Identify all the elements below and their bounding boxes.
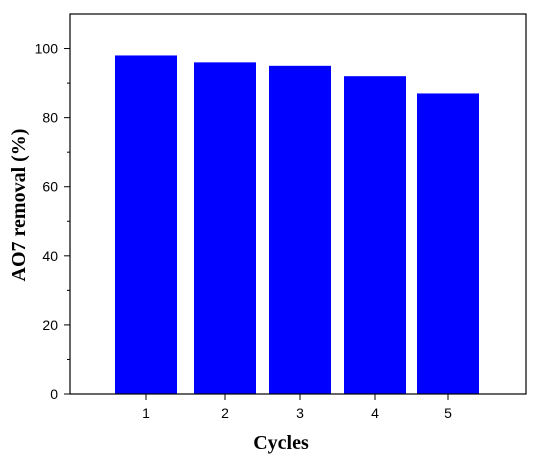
x-axis-ticks: 1 2 3 4 5 bbox=[142, 394, 452, 421]
x-tick-label: 1 bbox=[142, 405, 150, 421]
bars-group bbox=[115, 55, 479, 395]
bar-cycle-5 bbox=[417, 93, 479, 395]
y-axis-title: AO7 removal (%) bbox=[8, 129, 30, 282]
x-tick-label: 5 bbox=[444, 405, 452, 421]
x-tick-label: 4 bbox=[371, 405, 379, 421]
bar-cycle-1 bbox=[115, 55, 177, 395]
y-tick-label: 60 bbox=[42, 179, 58, 195]
y-tick-label: 0 bbox=[50, 386, 58, 402]
bar-cycle-3 bbox=[269, 65, 331, 395]
bar-cycle-4 bbox=[344, 76, 406, 394]
bar-cycle-2 bbox=[194, 62, 256, 394]
y-tick-label: 100 bbox=[35, 41, 59, 57]
y-tick-label: 20 bbox=[42, 317, 58, 333]
x-axis-title: Cycles bbox=[253, 432, 309, 454]
y-tick-label: 40 bbox=[42, 248, 58, 264]
plot-frame bbox=[69, 13, 527, 395]
x-tick-label: 2 bbox=[221, 405, 229, 421]
x-tick-label: 3 bbox=[296, 405, 304, 421]
y-axis-ticks: 0 20 40 60 80 100 bbox=[35, 41, 70, 402]
y-tick-label: 80 bbox=[42, 110, 58, 126]
